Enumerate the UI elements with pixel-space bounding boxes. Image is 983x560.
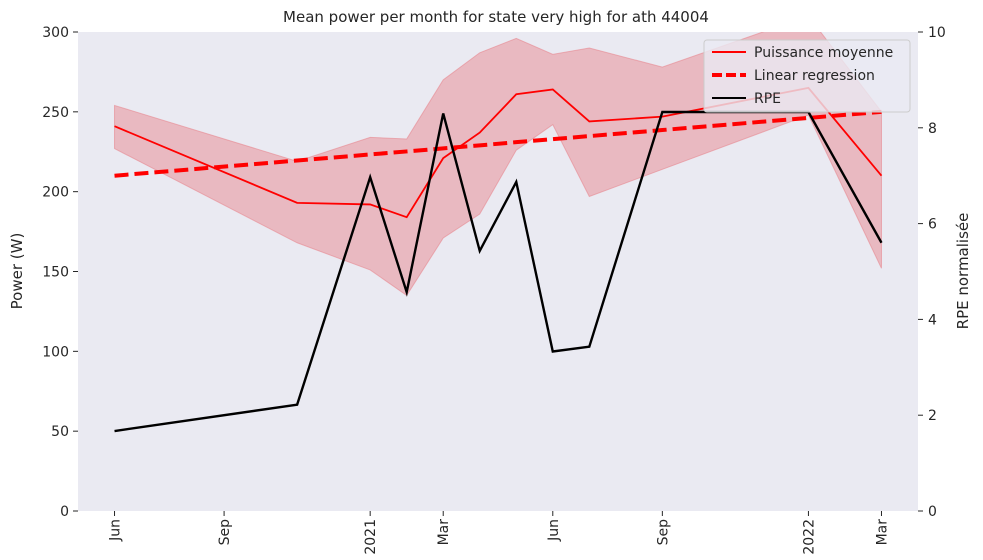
legend-label: RPE xyxy=(754,91,781,107)
y-tick-label: 50 xyxy=(51,424,69,440)
x-tick-label: Mar xyxy=(436,519,452,546)
chart-title: Mean power per month for state very high… xyxy=(283,8,709,26)
legend-box xyxy=(703,39,911,113)
y-axis-label: Power (W) xyxy=(8,233,26,310)
y2-tick-label: 0 xyxy=(928,504,937,520)
y2-tick-label: 10 xyxy=(928,25,946,41)
series-line xyxy=(114,109,882,178)
x-tick-label: Jun xyxy=(546,519,562,542)
y2-tick-label: 8 xyxy=(928,121,937,137)
y2-tick-label: 4 xyxy=(928,312,937,328)
x-tick-label: 2022 xyxy=(801,519,817,555)
y2-tick-label: 2 xyxy=(928,408,937,424)
x-tick-label: 2021 xyxy=(363,519,379,555)
series-line xyxy=(114,110,883,433)
y-tick-label: 0 xyxy=(60,504,69,520)
x-tick-label: Sep xyxy=(217,519,233,546)
legend-label: Linear regression xyxy=(754,68,875,84)
x-tick-label: Mar xyxy=(874,519,890,546)
plot-area xyxy=(114,32,883,433)
x-tick-label: Sep xyxy=(655,519,671,546)
x-tick-label: Jun xyxy=(108,519,124,542)
y-tick-label: 250 xyxy=(42,105,69,121)
y2-axis-label: RPE normalisée xyxy=(954,213,972,330)
y-tick-label: 200 xyxy=(42,185,69,201)
legend-label: Puissance moyenne xyxy=(754,45,893,61)
y2-tick-label: 6 xyxy=(928,217,937,233)
y-tick-label: 100 xyxy=(42,344,69,360)
y-tick-label: 150 xyxy=(42,265,69,281)
y-tick-label: 300 xyxy=(42,25,69,41)
